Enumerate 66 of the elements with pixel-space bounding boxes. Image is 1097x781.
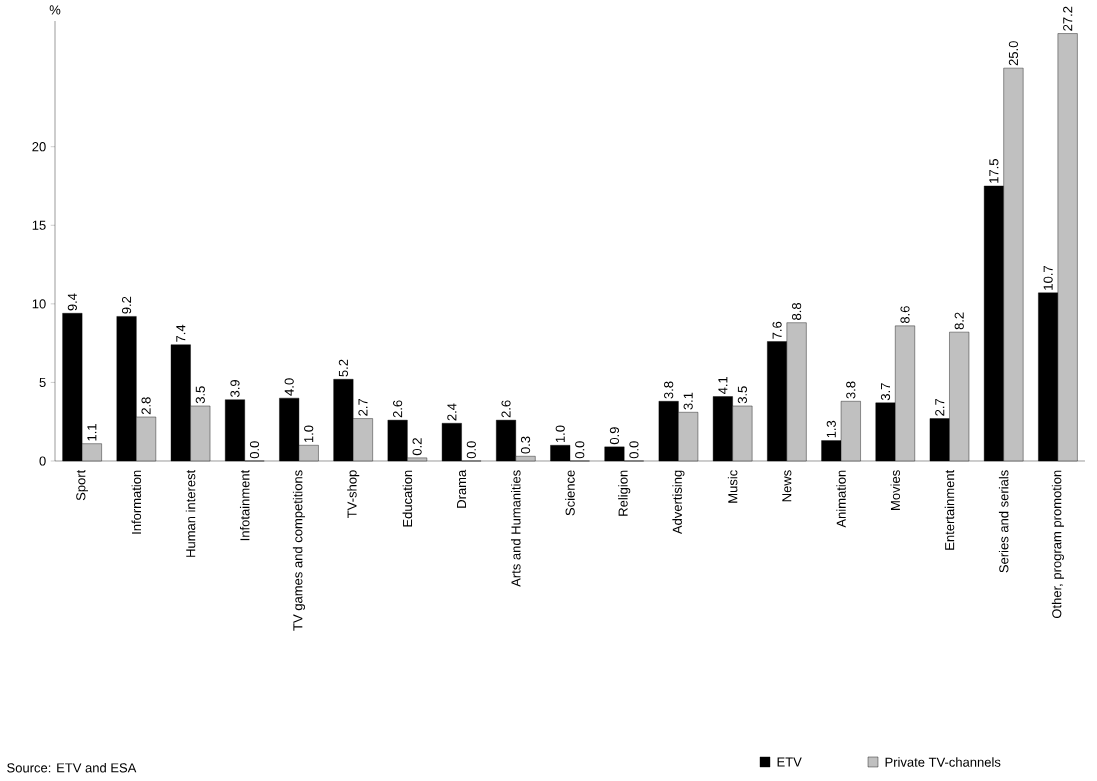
x-tick-label: Animation	[836, 470, 846, 528]
y-tick-label: 10	[32, 299, 46, 309]
x-tick-label: Entertainment	[944, 469, 955, 550]
y-tick-label: 0	[39, 456, 46, 466]
data-label: 4.1	[718, 376, 728, 395]
data-label: 8.8	[791, 303, 802, 320]
legend-label: ETV	[777, 757, 802, 767]
data-label: 9.2	[121, 296, 132, 314]
y-tick-label: 15	[32, 220, 46, 230]
data-label: 3.9	[230, 380, 240, 397]
data-label: 4.0	[284, 378, 294, 396]
data-label: 3.1	[683, 392, 693, 410]
data-label: 0.0	[629, 441, 639, 459]
data-label: 0.0	[466, 441, 476, 459]
data-label: 3.7	[880, 383, 891, 401]
x-tick-label: Series and serials	[998, 470, 1009, 573]
x-tick-label: Advertising	[672, 470, 685, 535]
data-label: 3.8	[846, 381, 856, 399]
data-label: 0.0	[249, 441, 260, 459]
data-label: 0.9	[609, 427, 620, 445]
x-tick-label: Human interest	[185, 469, 196, 557]
data-label: 2.7	[358, 398, 368, 416]
data-label: 8.2	[954, 312, 964, 330]
data-label: 2.6	[393, 400, 403, 418]
source-note: Source: ETV and ESA	[7, 762, 137, 773]
x-tick-label: Information	[131, 470, 142, 534]
data-label: 3.5	[195, 386, 205, 404]
data-label: 1.3	[826, 420, 836, 438]
x-tick-label: TV-shop	[347, 470, 360, 518]
data-label: 2.4	[447, 403, 457, 421]
data-label: 2.8	[141, 397, 151, 415]
data-label: 17.5	[989, 159, 999, 183]
x-tick-label: Music	[727, 470, 738, 503]
x-tick-label: Arts and Humanities	[511, 470, 521, 587]
data-label: 10.7	[1043, 266, 1053, 290]
data-label: 0.3	[520, 436, 531, 454]
x-tick-label: Science	[565, 470, 575, 516]
x-tick-label: Drama	[457, 469, 467, 508]
data-label: 0.0	[575, 441, 585, 459]
y-axis-title: %	[49, 5, 61, 15]
x-tick-label: Infotainment	[239, 469, 250, 541]
data-label: 1.0	[304, 425, 314, 443]
data-label: 3.8	[664, 381, 674, 399]
y-tick-label: 5	[39, 377, 46, 387]
data-label: 7.6	[772, 321, 782, 339]
data-label: 2.6	[501, 400, 511, 418]
data-label: 25.0	[1008, 41, 1019, 66]
x-tick-label: TV games and competitions	[292, 470, 306, 631]
data-label: 0.2	[412, 438, 422, 456]
data-label: 8.6	[900, 306, 910, 324]
x-tick-label: Sport	[76, 469, 88, 501]
data-label: 1.0	[555, 425, 565, 443]
data-label: 27.2	[1063, 6, 1073, 31]
data-label: 3.5	[737, 386, 747, 404]
data-label: 9.4	[67, 293, 77, 311]
x-tick-label: Education	[402, 470, 413, 527]
data-label: 2.7	[935, 398, 945, 416]
x-tick-label: Movies	[890, 470, 901, 510]
data-label: 1.1	[87, 424, 97, 441]
x-tick-label: Religion	[618, 470, 631, 516]
legend-label: Private TV-channels	[885, 757, 1001, 767]
x-tick-label: News	[782, 470, 792, 502]
y-tick-label: 20	[32, 142, 46, 152]
x-tick-label: Other, program promotion	[1051, 470, 1064, 619]
data-label: 5.2	[338, 359, 349, 377]
data-label: 7.4	[176, 324, 186, 342]
